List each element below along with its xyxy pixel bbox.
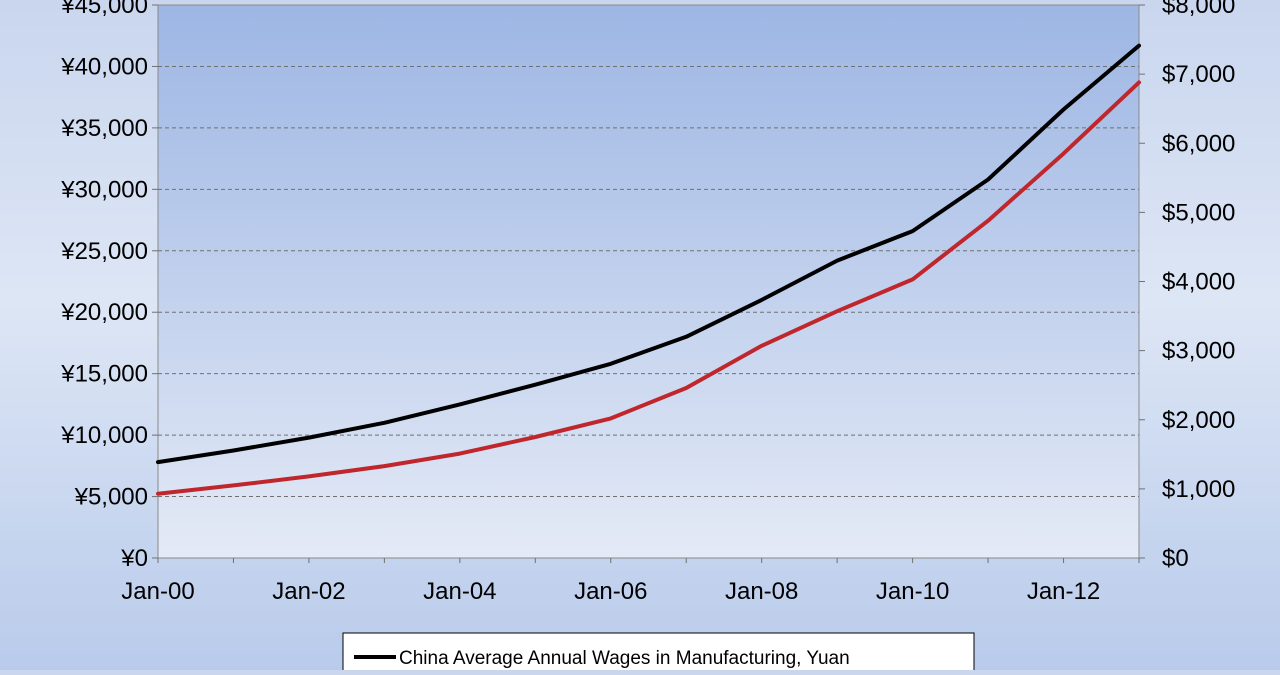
y-left-tick-label: ¥15,000	[60, 361, 148, 388]
x-tick-label: Jan-02	[272, 578, 345, 605]
series-line-1	[156, 43, 1141, 465]
y-left-tick-label: ¥30,000	[60, 176, 148, 203]
legend-label: China Average Annual Wages in Manufactur…	[399, 648, 850, 669]
y-left-tick-label: ¥45,000	[60, 0, 148, 19]
legend-box	[342, 632, 975, 675]
series-lines	[156, 43, 1141, 496]
series-line-2	[156, 80, 1141, 496]
x-tick-label: Jan-06	[574, 578, 647, 605]
y-right-tick-label: $2,000	[1162, 407, 1235, 434]
legend: China Average Annual Wages in Manufactur…	[342, 632, 975, 675]
plot-area	[157, 4, 1140, 559]
x-tick-label: Jan-08	[725, 578, 798, 605]
y-right-tick-label: $7,000	[1162, 61, 1235, 88]
x-tick-label: Jan-10	[876, 578, 949, 605]
y-left-tick-label: ¥35,000	[60, 115, 148, 142]
x-tick-label: Jan-00	[121, 578, 194, 605]
y-left-tick-label: ¥20,000	[60, 299, 148, 326]
y-right-tick-label: $6,000	[1162, 130, 1235, 157]
axes: ¥0 ¥5,000 ¥10,000 ¥15,000 ¥20,000 ¥25,000 ¥30,…	[60, 0, 1235, 605]
y-left-tick-label: ¥40,000	[60, 53, 148, 80]
y-right-tick-label: $3,000	[1162, 338, 1235, 365]
x-tick-label: Jan-04	[423, 578, 496, 605]
y-right-tick-label: $8,000	[1162, 0, 1235, 19]
x-tick-label: Jan-12	[1027, 578, 1100, 605]
y-left-tick-label: ¥25,000	[60, 238, 148, 265]
y-left-tick-label: ¥0	[120, 545, 148, 572]
y-left-tick-label: ¥5,000	[74, 484, 148, 511]
y-right-tick-label: $4,000	[1162, 269, 1235, 296]
y-right-tick-label: $1,000	[1162, 476, 1235, 503]
y-right-tick-label: $0	[1162, 545, 1189, 572]
y-right-tick-label: $5,000	[1162, 199, 1235, 226]
y-left-tick-label: ¥10,000	[60, 422, 148, 449]
